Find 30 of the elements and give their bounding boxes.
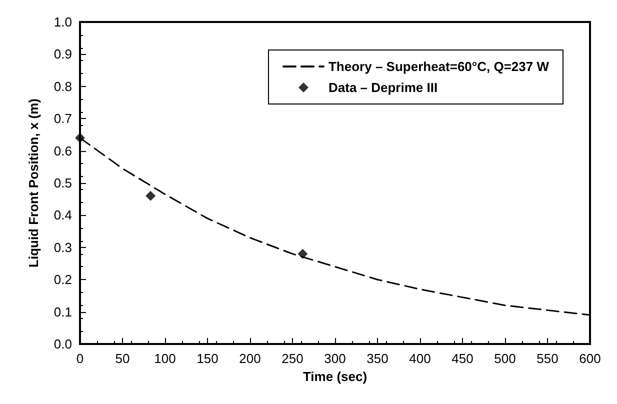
point: [146, 190, 156, 201]
y-tick-label: 0.3: [54, 240, 72, 255]
y-tick-label: 0.5: [54, 176, 72, 190]
y-tick-label: 0.8: [54, 78, 72, 94]
y-axis-title: Liquid Front Position, x (m): [26, 98, 41, 268]
y-tick-label: 0.0: [54, 336, 72, 352]
x-tick-label: 150: [196, 351, 218, 366]
x-tick-label: 250: [282, 351, 304, 366]
x-tick-label: 100: [154, 351, 176, 366]
x-axis-title: Time (sec): [302, 369, 368, 384]
x-tick-label: 400: [409, 351, 431, 366]
y-tick-label: 0.4: [54, 208, 72, 223]
legend-label: Theory – Superheat=60°C, Q=237 W: [328, 59, 550, 74]
x-tick-label: 500: [494, 351, 516, 366]
x-tick-label: 0: [76, 351, 84, 366]
y-tick-label: 0.7: [54, 111, 72, 126]
x-tick-label: 350: [366, 351, 388, 366]
x-tick-label: 200: [239, 351, 261, 366]
x-tick-label: 450: [452, 351, 474, 366]
y-tick-label: 0.6: [54, 143, 72, 158]
y-tick-label: 0.1: [54, 304, 72, 320]
legend-label: Data – Deprime III: [328, 80, 438, 95]
x-tick-label: 550: [536, 351, 558, 366]
y-tick-label: 0.9: [54, 46, 72, 62]
point: [75, 132, 85, 143]
y-tick-label: 1.0: [54, 14, 72, 30]
x-tick-label: 50: [115, 351, 130, 366]
y-tick-label: 0.2: [54, 272, 72, 288]
x-tick-label: 300: [324, 351, 346, 366]
x-tick-label: 600: [579, 351, 601, 366]
